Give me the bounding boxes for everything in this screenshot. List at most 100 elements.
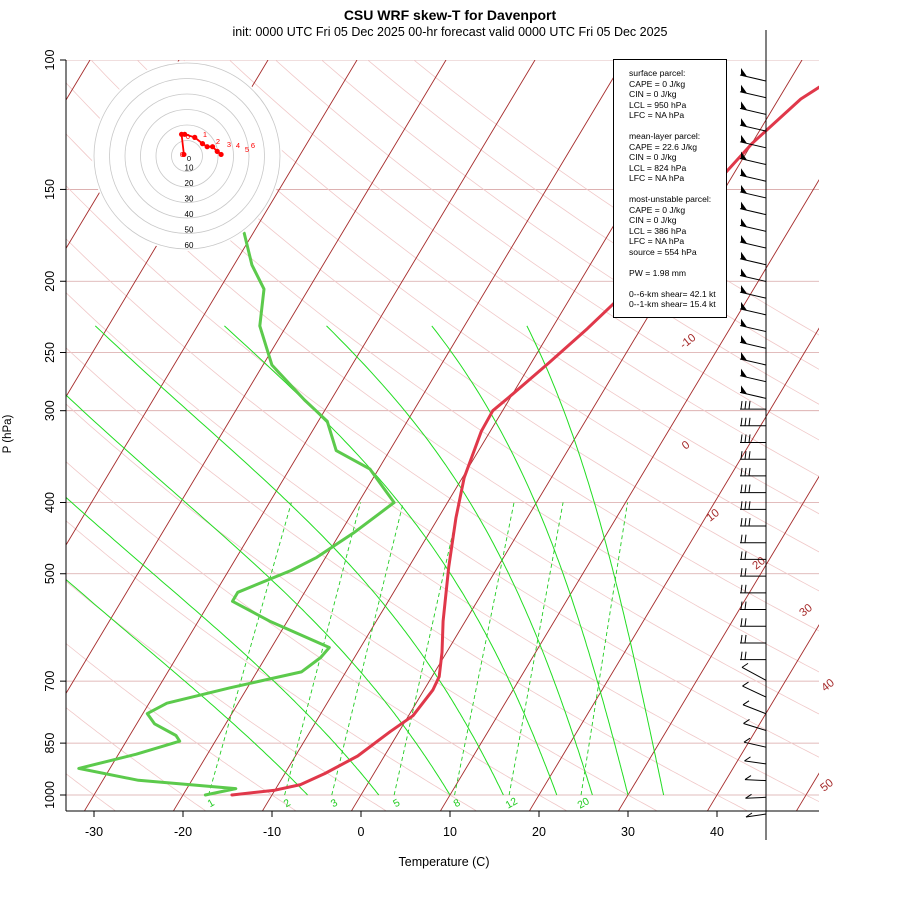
- x-tick-label: 10: [443, 825, 457, 839]
- x-tick-label: -20: [174, 825, 192, 839]
- hodograph-range-label: 20: [185, 179, 194, 188]
- wind-barb-feather: [740, 634, 743, 644]
- y-tick-label: 200: [43, 271, 57, 292]
- wind-barb-feather: [740, 434, 743, 443]
- hodograph-ring: [93, 62, 281, 250]
- mixing-ratio-label: 20: [575, 795, 591, 811]
- wind-barb-shaft: [739, 308, 767, 316]
- hodograph-ring: [171, 140, 203, 172]
- hodograph-height-label: 2: [216, 137, 220, 146]
- wind-barb: [743, 737, 767, 748]
- wind-barb-pennant: [741, 218, 747, 227]
- wind-barb-shaft: [739, 208, 767, 216]
- isotherm-line: [351, 60, 803, 811]
- wind-barb-shaft: [744, 779, 767, 782]
- parcel-info-box: surface parcel: CAPE = 0 J/kg CIN = 0 J/kg…: [613, 59, 727, 318]
- dry-adiabat: [66, 347, 747, 811]
- wind-barb-feather: [740, 451, 743, 460]
- dry-adiabat: [66, 238, 819, 758]
- moist-adiabat: [94, 325, 504, 796]
- isotherm-label: 30: [797, 602, 814, 619]
- wind-barb: [742, 681, 767, 698]
- wind-barb-shaft: [739, 258, 767, 266]
- wind-barb: [740, 534, 766, 544]
- wind-barb: [739, 368, 767, 383]
- wind-barb-feather: [744, 534, 747, 543]
- wind-barb-pennant: [741, 251, 747, 261]
- wind-barb-feather: [744, 568, 747, 577]
- dry-adiabat: [66, 82, 819, 632]
- wind-barb-feather: [740, 417, 743, 426]
- mean-layer-parcel-line: LCL = 824 hPa: [629, 162, 687, 173]
- wind-barb-feather: [748, 501, 751, 510]
- most-unstable-parcel-info: most-unstable parcel: CAPE = 0 J/kg CIN = …: [629, 194, 726, 257]
- wind-barb: [740, 551, 766, 560]
- dry-adiabat: [66, 707, 206, 811]
- wind-barb-feather: [742, 681, 749, 687]
- wind-barb-feather: [748, 484, 751, 493]
- wind-barb: [740, 651, 766, 661]
- wind-barb: [739, 301, 767, 316]
- wind-barb: [739, 235, 767, 249]
- wind-barb-feather: [744, 551, 747, 560]
- wind-barb: [740, 401, 766, 410]
- wind-barb-feather: [744, 451, 747, 460]
- dry-adiabat: [320, 60, 819, 405]
- isotherm-label: 20: [750, 555, 767, 572]
- wind-barb: [739, 184, 767, 199]
- wind-barb-pennant: [741, 68, 747, 77]
- hodograph-height-label: 1: [203, 130, 207, 139]
- wind-barb: [740, 417, 766, 427]
- wind-barb-feather: [748, 401, 751, 410]
- wind-barb-feather: [745, 793, 752, 799]
- dry-adiabat: [90, 60, 819, 592]
- y-tick-label: 1000: [43, 781, 57, 809]
- most-unstable-parcel-line: LCL = 386 hPa: [629, 225, 687, 236]
- wind-barb: [743, 719, 767, 731]
- wind-barb-feather: [744, 467, 747, 476]
- mixing-ratio-label: 8: [452, 797, 463, 810]
- dry-adiabat: [66, 185, 819, 715]
- mixing-ratio-label: 12: [504, 795, 520, 811]
- wind-barb-feather: [744, 501, 747, 510]
- moist-adiabat: [66, 578, 308, 796]
- wind-barb-feather: [743, 737, 751, 743]
- wind-barb-shaft: [744, 760, 767, 765]
- wind-barb: [744, 775, 767, 782]
- mixing-ratio-line: [508, 502, 564, 796]
- mean-layer-parcel-line: mean-layer parcel:: [629, 131, 701, 141]
- surface-parcel-line: LFC = NA hPa: [629, 110, 685, 120]
- wind-barb-shaft: [743, 741, 767, 748]
- x-tick-label: 20: [532, 825, 546, 839]
- wind-barb: [739, 351, 767, 366]
- wind-barb-feather: [744, 634, 747, 644]
- wind-barb-shaft: [745, 796, 767, 799]
- wind-barb-pennant: [741, 268, 747, 277]
- mixing-ratio-line: [284, 502, 361, 796]
- wind-barb-pennant: [741, 318, 747, 328]
- x-tick-label: 40: [710, 825, 724, 839]
- wind-barb-feather: [748, 451, 751, 460]
- dry-adiabat: [66, 643, 296, 811]
- wind-barb-shaft: [739, 141, 767, 149]
- surface-parcel-line: CIN = 0 J/kg: [629, 89, 677, 99]
- wind-barb: [740, 484, 766, 494]
- wind-barb-shaft: [739, 241, 767, 249]
- most-unstable-parcel-line: source = 554 hPa: [629, 246, 697, 257]
- x-tick-label: 30: [621, 825, 635, 839]
- y-tick-label: 250: [43, 342, 57, 363]
- most-unstable-parcel-line: CIN = 0 J/kg: [629, 215, 677, 225]
- wind-barb-shaft: [739, 107, 767, 115]
- precipitable-water: PW = 1.98 mm: [629, 267, 687, 278]
- wind-barb: [739, 101, 767, 115]
- mixing-ratio-line: [454, 502, 515, 796]
- chart-subtitle: init: 0000 UTC Fri 05 Dec 2025 00-hr for…: [232, 25, 668, 39]
- wind-barb-pennant: [741, 84, 747, 94]
- shear-info: 0--6-km shear= 42.1 kt 0--1-km shear= 15.…: [629, 289, 726, 310]
- isotherm-label: 50: [818, 777, 835, 794]
- moist-adiabat: [66, 394, 451, 796]
- wind-barb-shaft: [739, 91, 767, 99]
- mixing-ratio-label: 2: [282, 797, 293, 810]
